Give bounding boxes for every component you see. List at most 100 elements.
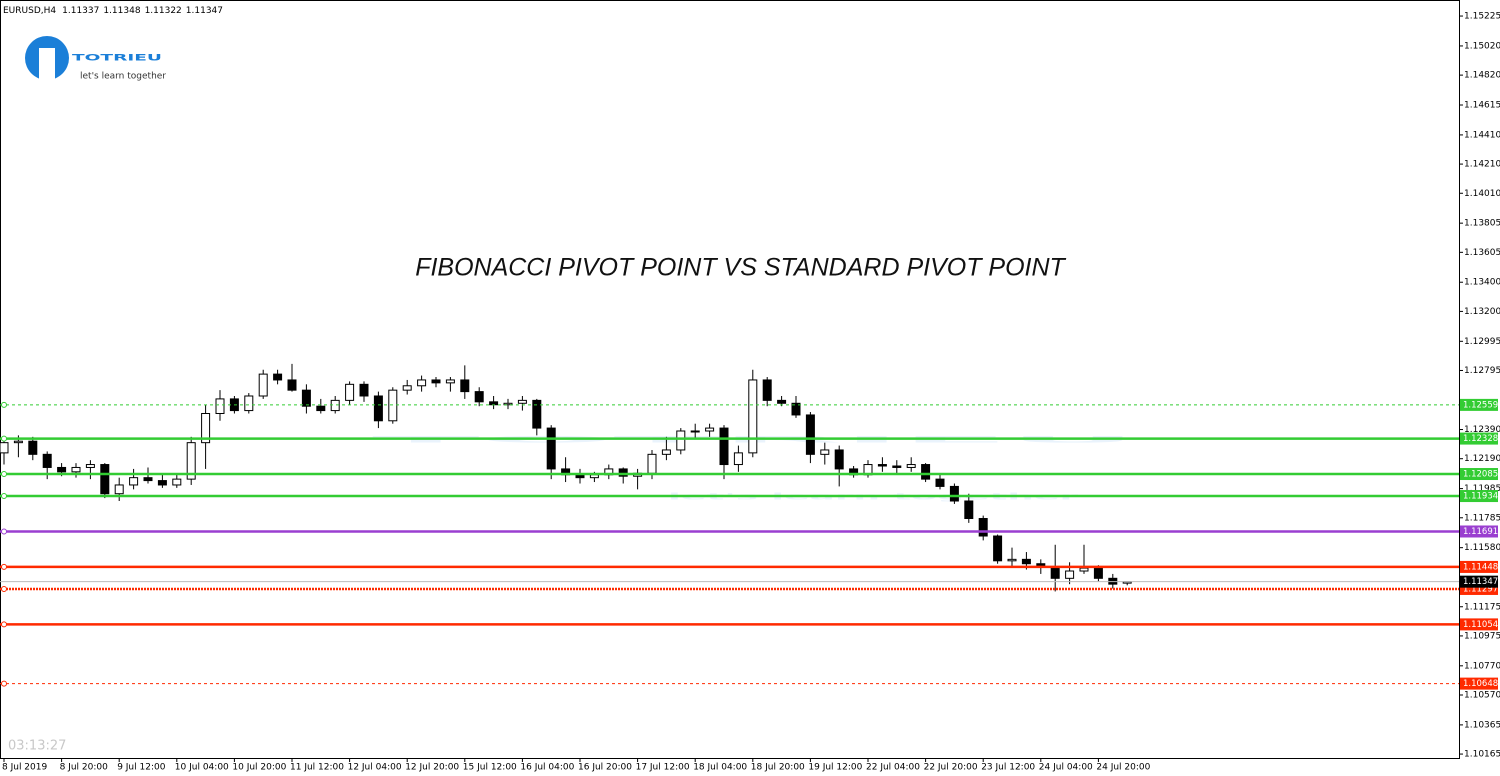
level-tag	[1460, 525, 1498, 538]
candle-body	[100, 464, 110, 495]
candle-body	[157, 480, 167, 486]
level-tag	[1460, 560, 1498, 573]
y-tick-label: 1.11785	[1464, 513, 1500, 523]
y-tick-label: 1.15020	[1464, 41, 1500, 51]
y-tick-label: 1.12795	[1464, 366, 1500, 376]
candle-body	[748, 379, 758, 454]
x-tick-label: 12 Jul 04:00	[348, 763, 402, 773]
level-anchor	[1, 493, 7, 500]
candle-body	[287, 379, 297, 391]
level-tag	[1460, 490, 1498, 503]
candle-body	[834, 449, 844, 470]
candle-body	[978, 518, 988, 537]
x-tick-label: 16 Jul 04:00	[520, 763, 574, 773]
candle-body	[705, 427, 715, 432]
x-tick-label: 11 Jul 12:00	[290, 763, 344, 773]
level-tag	[1460, 677, 1498, 690]
y-tick-label: 1.13400	[1464, 278, 1500, 288]
candle-body	[1007, 558, 1017, 562]
candle-body	[85, 464, 95, 468]
logo-tagline: let's learn together	[80, 72, 166, 82]
candle-body	[28, 440, 38, 455]
plot-frame	[0, 0, 1460, 759]
level-anchor	[1, 563, 7, 570]
candle-body	[316, 405, 326, 412]
candle-body	[114, 484, 124, 495]
candle-body	[186, 442, 196, 480]
y-tick-label: 1.10975	[1464, 631, 1500, 641]
y-tick-label: 1.10770	[1464, 661, 1500, 671]
symbol: EURUSD,H4	[3, 6, 56, 16]
candle-body	[777, 399, 787, 404]
candle-body	[503, 402, 513, 406]
level-anchor	[1, 585, 7, 592]
chart-title: FIBONACCI PIVOT POINT VS STANDARD PIVOT …	[415, 254, 1066, 282]
candle-body	[258, 373, 268, 397]
candle-body	[791, 402, 801, 416]
candle-body	[301, 389, 311, 407]
level-tag-label: 1.11448	[1463, 562, 1498, 572]
x-tick-label: 10 Jul 04:00	[175, 763, 229, 773]
level-tag-label: 1.11691	[1463, 527, 1498, 537]
y-tick-label: 1.12390	[1464, 425, 1500, 435]
candle-body	[42, 453, 52, 468]
candle-body	[359, 383, 369, 397]
header-close: 1.11347	[186, 6, 223, 16]
candle-body	[373, 395, 383, 422]
candle-body	[921, 464, 931, 480]
candle-body	[892, 465, 902, 468]
level-tag-label: 1.12085	[1463, 470, 1498, 480]
level-tag-label: 1.12328	[1463, 434, 1498, 444]
y-tick-label: 1.12995	[1464, 337, 1500, 347]
y-tick-label: 1.10570	[1464, 690, 1500, 700]
level-tag-label: 1.11054	[1463, 620, 1498, 630]
candle-body	[820, 449, 830, 455]
candle-body	[805, 414, 815, 455]
candle-body	[273, 373, 283, 381]
candle-body	[445, 379, 455, 384]
level-tag	[1460, 432, 1498, 445]
candle-body	[733, 452, 743, 466]
x-tick-label: 19 Jul 12:00	[808, 763, 862, 773]
candle-body	[460, 379, 470, 393]
y-tick-label: 1.15225	[1464, 12, 1500, 22]
candle-body	[877, 464, 887, 467]
x-tick-label: 18 Jul 04:00	[693, 763, 747, 773]
candle-body	[1093, 567, 1103, 579]
logo-mark-t	[39, 48, 55, 82]
candle-body	[431, 379, 441, 384]
candle-body	[143, 477, 153, 482]
level-tag-label: 1.11934	[1463, 492, 1498, 502]
x-tick-label: 24 Jul 20:00	[1096, 763, 1150, 773]
x-tick-label: 23 Jul 12:00	[981, 763, 1035, 773]
x-tick-label: 17 Jul 12:00	[636, 763, 690, 773]
level-tag	[1460, 398, 1498, 411]
candle-body	[647, 453, 657, 474]
candle-body	[244, 395, 254, 412]
level-anchor	[1, 621, 7, 628]
level-tag	[1460, 468, 1498, 481]
candle-body	[993, 535, 1003, 562]
candle-body	[129, 477, 139, 486]
header: EURUSD,H4 1.11337 1.11348 1.11322 1.11347	[3, 6, 223, 16]
candle-body	[1050, 566, 1060, 579]
x-tick-label: 16 Jul 20:00	[578, 763, 632, 773]
candle-body	[172, 478, 182, 486]
candle-body	[201, 412, 211, 444]
candle-body	[1079, 567, 1089, 572]
clock: 03:13:27	[8, 739, 66, 754]
y-tick-label: 1.13605	[1464, 248, 1500, 258]
header-high: 1.11348	[103, 6, 140, 16]
candle-body	[13, 440, 23, 444]
x-tick-label: 18 Jul 20:00	[751, 763, 805, 773]
y-tick-label: 1.10365	[1464, 720, 1500, 730]
x-tick-label: 8 Jul 2019	[2, 763, 47, 773]
x-tick-label: 22 Jul 04:00	[866, 763, 920, 773]
y-tick-label: 1.11580	[1464, 543, 1500, 553]
y-tick-label: 1.14210	[1464, 160, 1500, 170]
candle-body	[618, 468, 628, 477]
x-tick-label: 24 Jul 04:00	[1039, 763, 1093, 773]
candle-body	[762, 379, 772, 401]
candle-body	[402, 385, 412, 391]
